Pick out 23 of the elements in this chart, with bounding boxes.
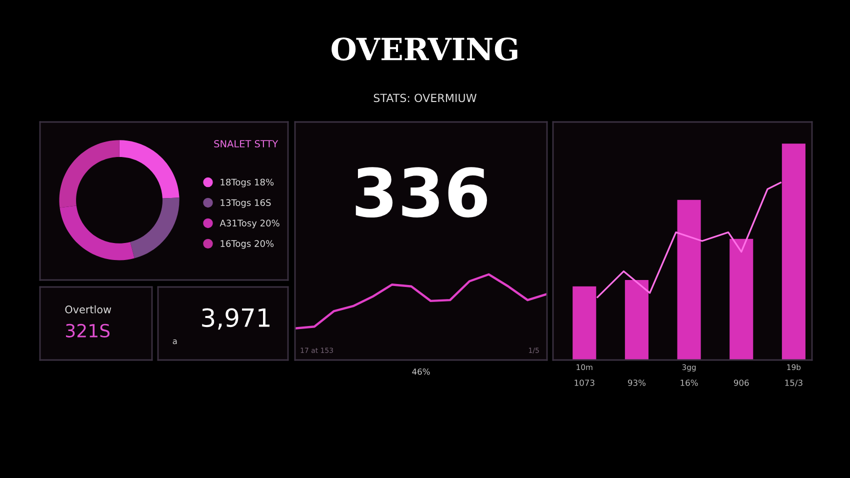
legend-label: 16Togs 20% [220,240,274,249]
text: OVERVING [332,38,518,61]
text: 3,971 [202,308,270,330]
text: Overtlow [65,305,112,314]
bar [624,280,648,360]
x-tick-label: 93% [628,380,646,386]
x-tick-label: 906 [734,380,749,386]
bar [572,286,596,360]
x-axis-title: 46% [412,368,430,375]
x-tick-label: 15/3 [785,380,802,387]
x-tick-label: 16% [680,380,698,386]
bar [677,200,701,360]
text: 321S [66,324,110,338]
x-tick-label: 1073 [574,380,594,386]
text: 336 [356,167,487,218]
text: a [172,339,177,344]
chart-title: SNALET STTY [214,140,278,148]
legend-label: 13Togs 16S [220,199,271,208]
text: STATS: OVERMIUW [374,94,476,102]
legend-label: 18Togs 18% [220,178,274,188]
legend-label: A31Tosy 20% [220,220,280,228]
bar [730,238,754,360]
bar [782,144,806,360]
